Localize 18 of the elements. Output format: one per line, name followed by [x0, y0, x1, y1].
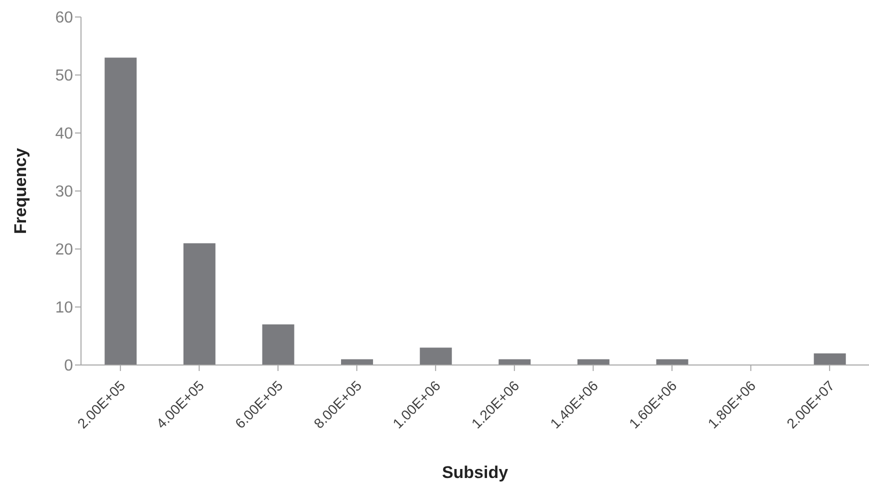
bar — [183, 243, 216, 365]
bar — [420, 348, 452, 365]
bar — [262, 324, 294, 365]
y-axis-title: Frequency — [11, 147, 30, 234]
bar — [498, 359, 531, 365]
y-tick-label: 40 — [55, 126, 74, 143]
y-tick-label: 10 — [55, 300, 74, 317]
y-tick-label: 0 — [64, 358, 74, 375]
x-axis-title: Subsidy — [442, 463, 509, 482]
y-tick-label: 30 — [55, 184, 74, 201]
bar — [341, 359, 374, 365]
y-tick-label: 60 — [55, 10, 74, 27]
y-tick-label: 20 — [55, 242, 74, 259]
bar — [577, 359, 610, 365]
bar — [104, 58, 137, 365]
bar — [656, 359, 688, 365]
y-tick-label: 50 — [55, 68, 74, 85]
bar — [814, 353, 846, 365]
